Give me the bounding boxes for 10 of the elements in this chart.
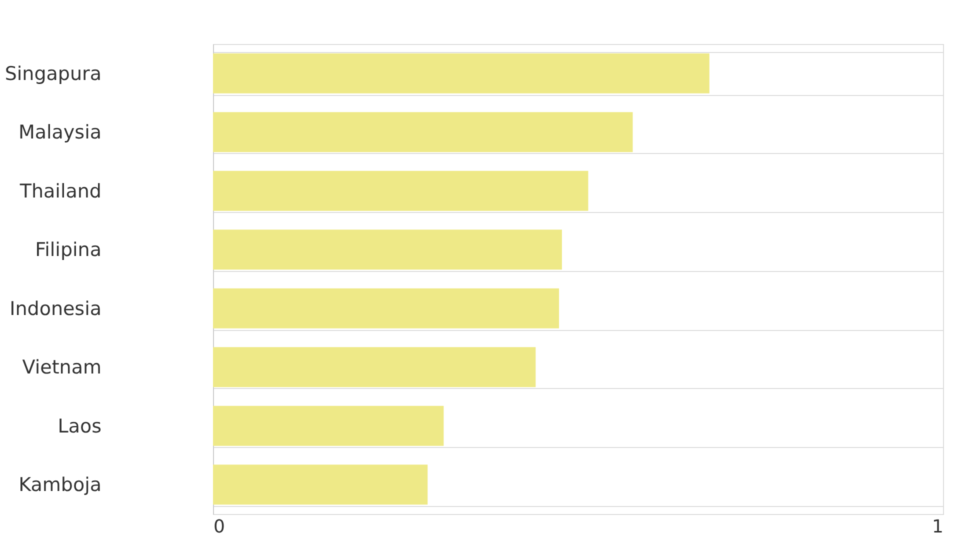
y-tick-label: Malaysia: [18, 122, 102, 144]
y-tick-label: Thailand: [18, 180, 102, 202]
y-tick-label: Kamboja: [18, 474, 102, 496]
y-tick-label: Vietnam: [22, 356, 102, 379]
x-tick-label: 1: [932, 516, 944, 538]
y-tick-label: Singapura: [4, 62, 102, 85]
x-tick-label: 0: [214, 516, 225, 538]
y-tick-label: Indonesia: [10, 298, 102, 320]
y-tick-label: Filipina: [35, 239, 102, 262]
y-tick-label: Laos: [58, 415, 102, 438]
